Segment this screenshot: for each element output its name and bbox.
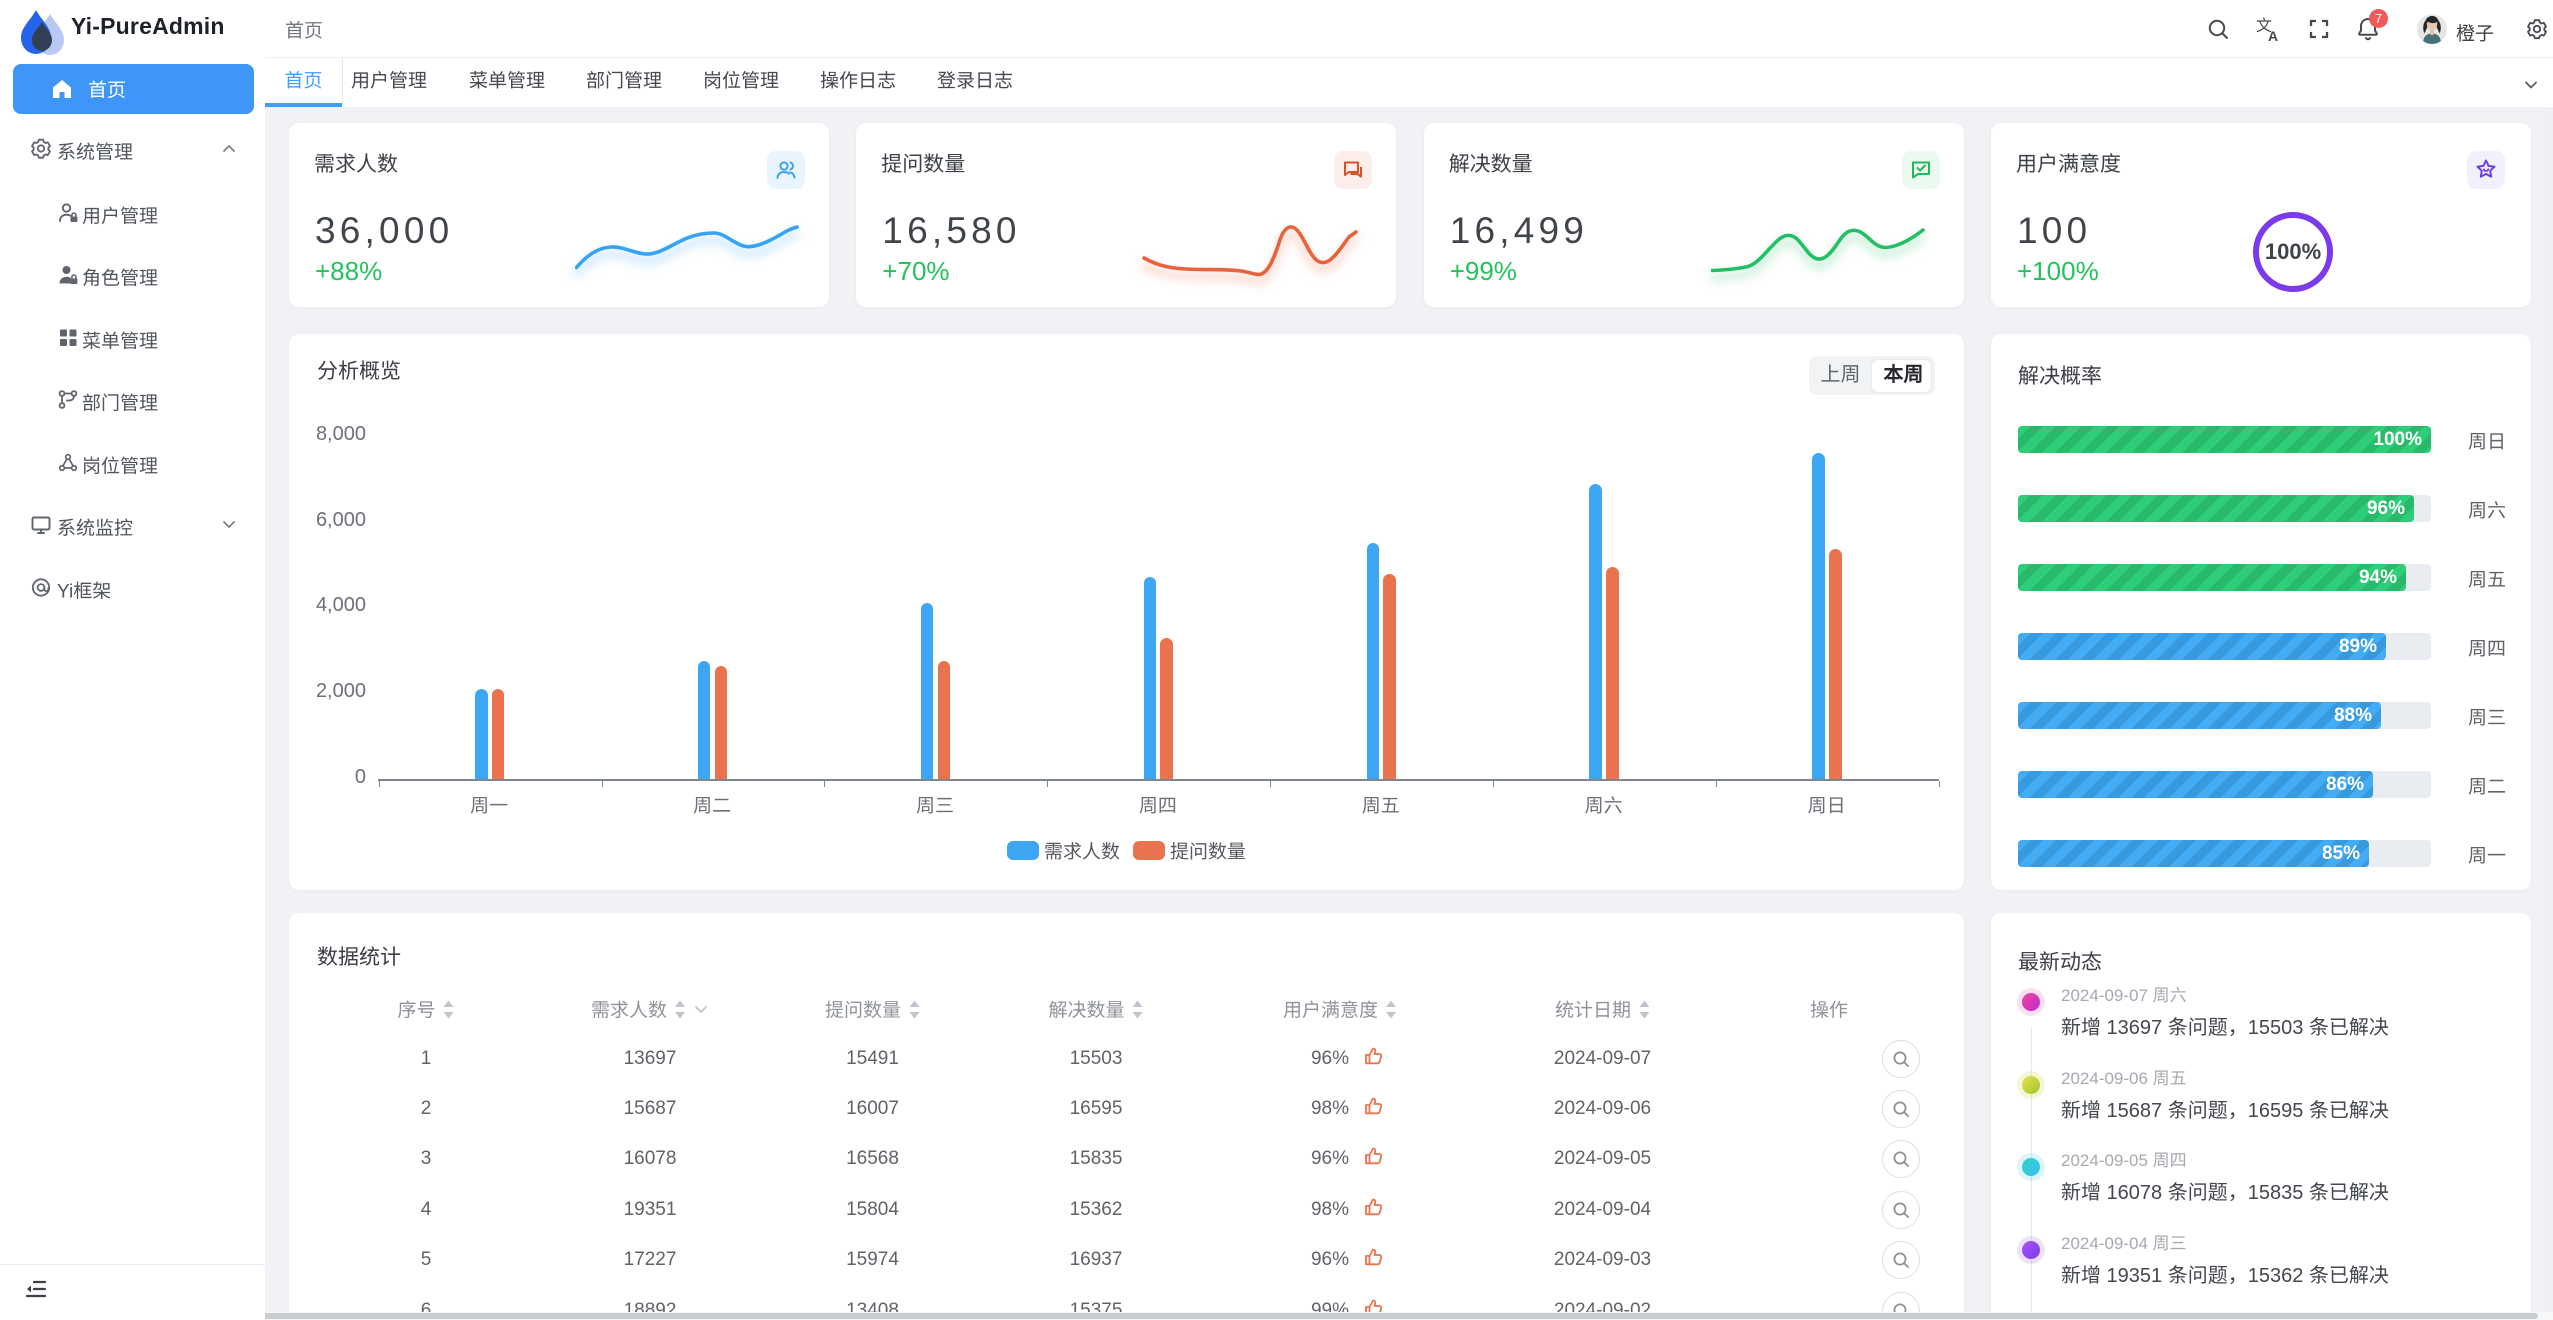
svg-text:文: 文 — [2256, 16, 2272, 36]
svg-text:A: A — [2268, 28, 2278, 42]
